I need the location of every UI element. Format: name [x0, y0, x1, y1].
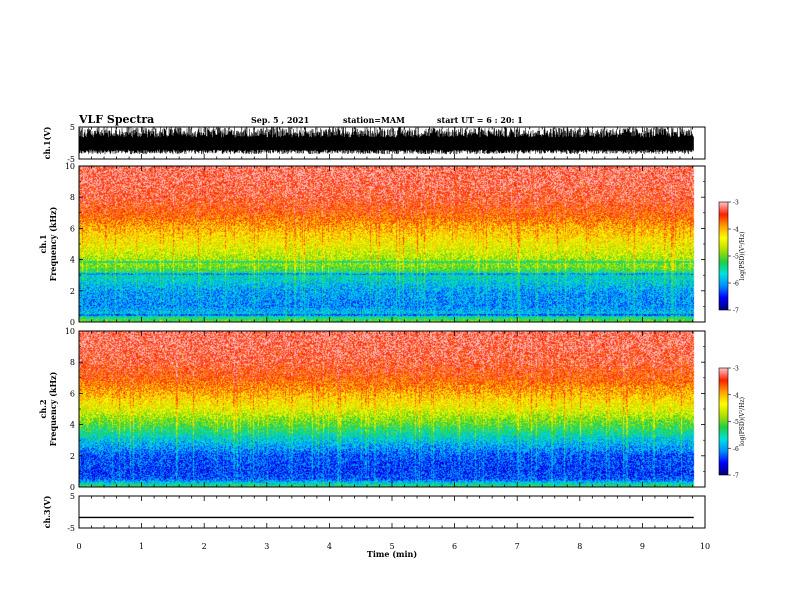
y-axis-label-line2: Frequency (kHz)	[48, 206, 58, 281]
x-tick-label: 10	[700, 542, 710, 551]
y-tick-label: 5	[70, 492, 75, 501]
ch2-spectrogram-image	[79, 331, 705, 487]
ch1-spectrogram-image	[79, 166, 705, 322]
ch2-colorbar	[719, 368, 728, 475]
y-tick-label: 6	[70, 389, 75, 398]
x-tick-label: 5	[389, 542, 394, 551]
x-tick-label: 3	[264, 542, 269, 551]
x-tick-label: 8	[577, 542, 582, 551]
x-tick-label: 0	[76, 542, 81, 551]
y-tick-label: 10	[65, 162, 75, 171]
y-tick-label: -5	[67, 155, 75, 164]
start-time-label: start UT = 6 : 20: 1	[437, 115, 523, 125]
colorbar-tick-label: -3	[733, 200, 739, 207]
date-label: Sep. 5 , 2021	[251, 115, 310, 125]
colorbar-tick-label: -6	[733, 446, 739, 453]
ch1-voltage-trace	[78, 127, 694, 155]
colorbar-tick-label: -4	[733, 227, 739, 234]
y-axis-label: ch.3(V)	[42, 495, 52, 528]
y-axis-label-line2: Frequency (kHz)	[48, 371, 58, 446]
y-tick-label: 2	[70, 452, 75, 461]
colorbar-tick-label: -7	[733, 473, 739, 480]
colorbar-tick-label: -5	[733, 254, 739, 261]
y-tick-label: 8	[70, 193, 75, 202]
colorbar-label: log(PSD)(V²/Hz)	[739, 232, 746, 281]
colorbar-tick-label: -5	[733, 419, 739, 426]
colorbar-tick-label: -4	[733, 392, 739, 399]
y-tick-label: 6	[70, 224, 75, 233]
x-tick-label: 1	[139, 542, 144, 551]
y-tick-label: 4	[70, 256, 75, 265]
station-label: station=MAM	[343, 115, 405, 125]
colorbar-tick-label: -6	[733, 281, 739, 288]
y-tick-label: 5	[70, 123, 75, 132]
colorbar-tick-label: -7	[733, 308, 739, 315]
x-tick-label: 4	[327, 542, 332, 551]
x-tick-label: 7	[515, 542, 520, 551]
x-tick-label: 9	[640, 542, 645, 551]
x-axis-label: Time (min)	[367, 549, 417, 559]
colorbar-tick-label: -3	[733, 366, 739, 373]
y-axis-label-line1: ch.1	[38, 234, 48, 253]
y-axis-label-line1: ch.2	[38, 399, 48, 418]
y-tick-label: 4	[70, 421, 75, 430]
y-tick-label: 0	[70, 318, 75, 327]
chart-title: VLF Spectra	[79, 113, 155, 126]
y-tick-label: 8	[70, 358, 75, 367]
x-tick-label: 6	[452, 542, 457, 551]
y-axis-label: ch.1(V)	[42, 126, 52, 159]
y-tick-label: 0	[70, 483, 75, 492]
ch1-colorbar	[719, 202, 728, 310]
x-tick-label: 2	[202, 542, 207, 551]
colorbar-label: log(PSD)(V²/Hz)	[739, 397, 746, 446]
y-tick-label: 10	[65, 327, 75, 336]
y-tick-label: -5	[67, 524, 75, 533]
y-tick-label: 2	[70, 287, 75, 296]
